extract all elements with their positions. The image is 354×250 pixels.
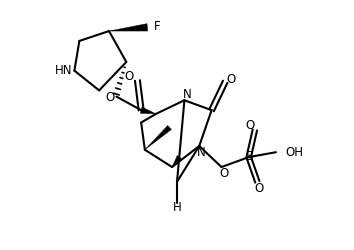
Text: O: O	[219, 167, 229, 180]
Text: F: F	[154, 20, 161, 32]
Polygon shape	[141, 107, 156, 114]
Text: O: O	[254, 182, 263, 194]
Text: O: O	[226, 73, 235, 86]
Polygon shape	[172, 156, 182, 167]
Text: HN: HN	[55, 64, 72, 77]
Polygon shape	[145, 126, 171, 150]
Text: N: N	[197, 146, 206, 159]
Polygon shape	[109, 24, 148, 31]
Text: N: N	[183, 88, 192, 101]
Text: O: O	[124, 70, 133, 83]
Text: O: O	[105, 91, 115, 104]
Text: H: H	[173, 201, 181, 214]
Text: OH: OH	[285, 146, 303, 159]
Text: O: O	[246, 119, 255, 132]
Text: S: S	[246, 150, 253, 163]
